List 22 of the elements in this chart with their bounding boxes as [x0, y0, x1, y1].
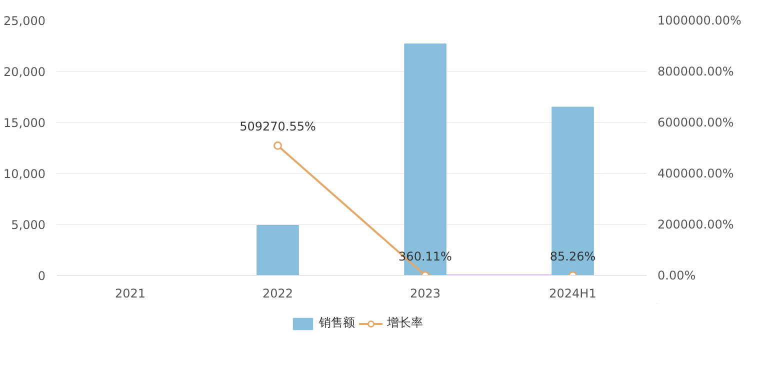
y-tick-label: 20,000: [4, 65, 46, 79]
x-tick-label: 2024H1: [549, 286, 596, 300]
y-tick-label: 10,000: [4, 167, 46, 181]
point: [274, 141, 282, 150]
data-label: 509270.55%: [240, 120, 316, 134]
y2-tick-label: 600000.00%: [658, 116, 734, 130]
y-tick-label: 15,000: [4, 116, 46, 130]
legend-label: 增长率: [387, 314, 423, 332]
x-tick-label: 2022: [262, 286, 294, 300]
bar: [256, 225, 299, 276]
y2-tick-label: 400000.00%: [658, 166, 734, 180]
y-tick-label: 5,000: [11, 218, 46, 232]
bar: [552, 106, 594, 276]
y-tick-label: 0: [38, 269, 46, 283]
y2-tick-label: 800000.00%: [658, 64, 734, 78]
y2-tick-label: 200000.00%: [658, 218, 734, 232]
y2-tick-label: 0.00%: [658, 268, 696, 282]
x-tick-label: 2023: [410, 286, 441, 300]
y2-tick-label: 1000000.00%: [658, 14, 742, 28]
x-tick-label: 2021: [114, 286, 146, 300]
legend-label: 销售额: [319, 314, 355, 332]
y-tick-label: 25,000: [4, 14, 46, 28]
